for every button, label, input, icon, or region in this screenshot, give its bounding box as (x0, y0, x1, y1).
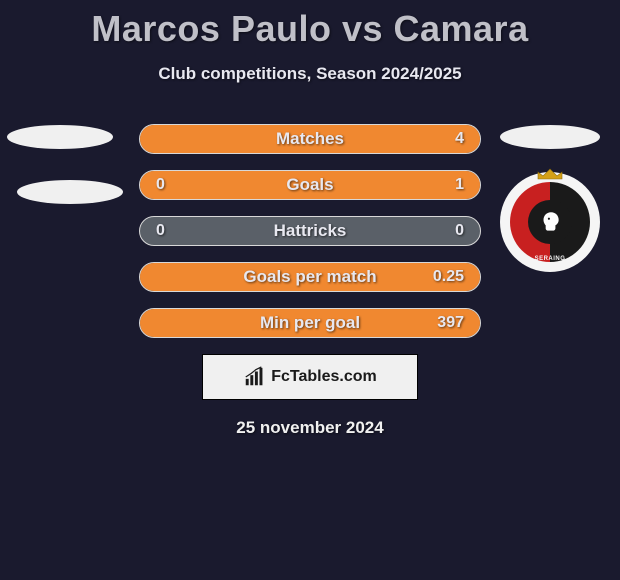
stat-label: Matches (206, 129, 414, 149)
stat-row: Goals per match0.25 (139, 262, 481, 292)
stat-row: Min per goal397 (139, 308, 481, 338)
stat-label: Min per goal (206, 313, 414, 333)
page-title: Marcos Paulo vs Camara (0, 0, 620, 50)
stat-label: Goals per match (206, 267, 414, 287)
bar-chart-icon (243, 366, 265, 388)
stats-container: Matches40Goals10Hattricks0Goals per matc… (0, 124, 620, 338)
stat-left-value: 0 (156, 222, 206, 240)
stat-left-value: 0 (156, 176, 206, 194)
stat-right-value: 1 (414, 176, 464, 194)
stat-right-value: 0.25 (414, 268, 464, 286)
stat-row: Matches4 (139, 124, 481, 154)
stat-row: 0Goals1 (139, 170, 481, 200)
stat-row: 0Hattricks0 (139, 216, 481, 246)
club-name-text: SERAING (535, 256, 566, 262)
stat-label: Goals (206, 175, 414, 195)
footer-brand-text: FcTables.com (271, 368, 377, 386)
footer-date: 25 november 2024 (0, 418, 620, 438)
stat-right-value: 0 (414, 222, 464, 240)
footer-brand-box: FcTables.com (202, 354, 418, 400)
stat-right-value: 4 (414, 130, 464, 148)
stat-label: Hattricks (206, 221, 414, 241)
stat-right-value: 397 (414, 314, 464, 332)
subtitle: Club competitions, Season 2024/2025 (0, 64, 620, 84)
